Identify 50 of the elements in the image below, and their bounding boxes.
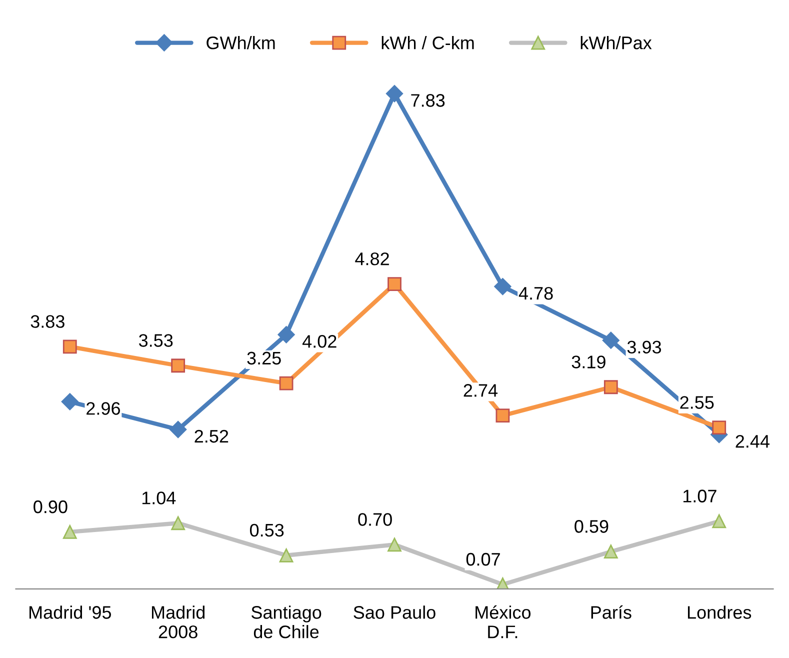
data-label: 0.70 [358, 513, 392, 526]
point [170, 420, 187, 438]
x-tick-label: Londres [688, 606, 752, 619]
point [496, 408, 510, 423]
point [171, 516, 186, 530]
point [712, 420, 726, 435]
data-label: 0.90 [34, 500, 68, 514]
point [278, 326, 295, 344]
x-tick-label: París [591, 605, 632, 619]
data-label: 0.59 [574, 520, 608, 533]
x-tick-label: México D.F. [476, 605, 531, 638]
data-label: 0.53 [250, 524, 284, 537]
legend-label: GWh/km [206, 36, 275, 50]
point [712, 514, 726, 528]
data-label: 2.52 [194, 430, 228, 443]
point [602, 332, 620, 349]
point [604, 380, 618, 394]
legend-label: kWh / C-km [382, 36, 474, 50]
point [171, 358, 186, 373]
point [494, 278, 512, 296]
legend-label: kWh/Pax [580, 36, 652, 50]
point [62, 525, 77, 539]
data-label: 4.02 [302, 335, 336, 348]
x-tick-label: Madrid '95 [30, 606, 111, 619]
data-label: 3.19 [572, 356, 606, 368]
data-label: 1.04 [142, 492, 176, 504]
point [604, 544, 618, 559]
data-label: 3.53 [138, 334, 173, 347]
data-label: 4.78 [518, 286, 553, 300]
point [386, 85, 404, 102]
point [61, 393, 78, 410]
data-label: 3.83 [30, 315, 64, 328]
data-label: 2.55 [680, 396, 714, 409]
x-tick-label: Santiago de Chile [251, 606, 322, 638]
point [62, 340, 77, 354]
point [388, 277, 402, 291]
data-label: 2.44 [736, 434, 770, 448]
data-label: 4.82 [355, 252, 389, 266]
x-tick-label: Sao Paulo [354, 606, 436, 619]
point [279, 376, 294, 390]
point [279, 548, 294, 562]
data-label: 1.07 [683, 490, 716, 502]
data-label: 2.74 [464, 384, 498, 397]
data-label: 2.96 [86, 402, 120, 415]
data-label: 0.07 [466, 552, 500, 566]
data-label: 7.83 [411, 94, 445, 107]
x-tick-label: Madrid 2008 [152, 606, 205, 638]
data-label: 3.25 [247, 352, 281, 365]
point [388, 538, 402, 552]
data-label: 3.93 [627, 340, 662, 354]
